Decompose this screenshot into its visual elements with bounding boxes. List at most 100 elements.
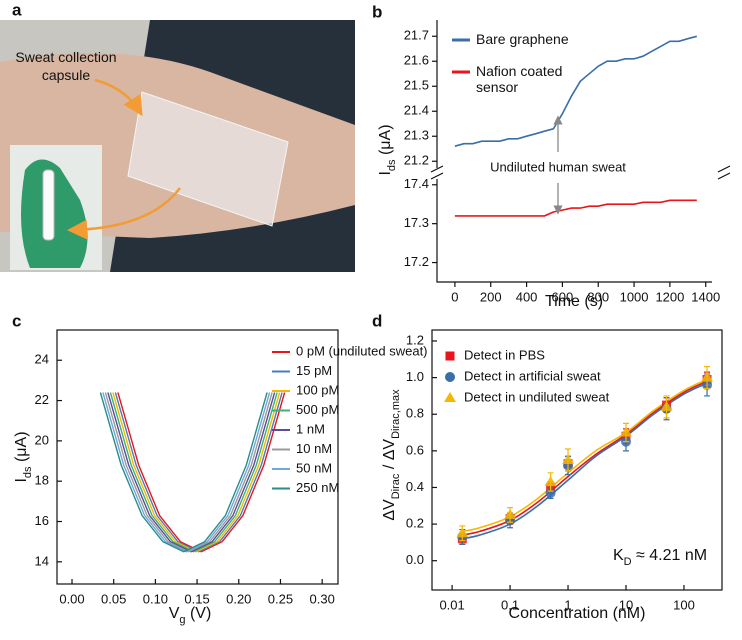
x-tick-label: 10 [619, 597, 633, 612]
y-axis-label-part: ds [22, 466, 34, 478]
x-tick-label: 0.20 [226, 591, 251, 606]
y-tick-label: 17.3 [404, 215, 429, 230]
x-tick-label: 100 [673, 597, 695, 612]
legend-label: 500 pM [296, 402, 339, 417]
annotation-part: K [613, 547, 624, 564]
y-tick-label: 20 [35, 432, 49, 447]
y-tick-label: 21.4 [404, 103, 429, 118]
legend-swatch [444, 392, 456, 402]
y-tick-label: 0.8 [406, 406, 424, 421]
y-axis-label-part: (μA) [377, 124, 394, 159]
y-tick-label: 24 [35, 352, 49, 367]
axis-break [430, 165, 731, 180]
x-tick-label: 600 [552, 289, 574, 304]
y-axis-label-part: / ΔV [381, 439, 398, 474]
y-tick-label: 21.7 [404, 28, 429, 43]
y-tick-label: 21.2 [404, 153, 429, 168]
x-axis-label-part: V [169, 605, 180, 622]
y-tick-label: 0.4 [406, 479, 424, 494]
legend-label: 50 nM [296, 460, 332, 475]
data-line [104, 392, 273, 553]
data-line [454, 35, 698, 147]
y-tick-label: 0.6 [406, 442, 424, 457]
legend-swatch [445, 372, 455, 382]
x-tick-label: 0.25 [268, 591, 293, 606]
photo-annotation: Sweat collection capsule [15, 49, 117, 83]
x-tick-label: 0.05 [101, 591, 126, 606]
data-line [109, 392, 278, 553]
x-axis-label-part: g [179, 614, 185, 626]
legend-label: 15 pM [296, 363, 332, 378]
y-tick-label: 16 [35, 513, 49, 528]
y-tick-label: 18 [35, 473, 49, 488]
data-line [454, 199, 697, 217]
y-tick-label: 1.0 [406, 369, 424, 384]
x-axis-label: Vg (V) [169, 605, 212, 626]
y-axis-label-part: ds [386, 159, 398, 171]
y-tick-label: 17.2 [404, 254, 429, 269]
x-tick-label: 0.10 [143, 591, 168, 606]
photo [0, 20, 355, 272]
legend-label: Detect in PBS [464, 347, 545, 362]
y-axis-label-part: (μA) [13, 431, 30, 466]
y-axis-label-part: I [13, 478, 30, 482]
data-point [660, 400, 673, 411]
legend-label: 10 nM [296, 441, 332, 456]
photo-annotation-box: Sweat collection capsule [15, 49, 117, 83]
y-axis-label: ΔVDirac / ΔVDirac,max [381, 389, 402, 521]
y-tick-label: 17.4 [404, 176, 429, 191]
x-tick-label: 200 [480, 289, 502, 304]
x-tick-label: 0 [451, 289, 458, 304]
fit-line [462, 378, 708, 533]
y-tick-label: 21.6 [404, 53, 429, 68]
legend-label: 100 pM [296, 382, 339, 397]
panel-label: d [372, 311, 382, 330]
data-point [701, 371, 714, 382]
annotation-part: D [624, 556, 632, 568]
axis-line [436, 20, 712, 283]
y-axis-label: Ids (μA) [377, 124, 398, 175]
data-point [544, 475, 557, 486]
legend-label: Bare graphene [476, 31, 569, 47]
x-tick-label: 1200 [655, 289, 684, 304]
plot-frame [431, 329, 723, 591]
legend-swatch [445, 351, 455, 361]
annotation: Undiluted human sweat [490, 159, 626, 174]
y-axis-label: Ids (μA) [13, 431, 34, 482]
x-tick-label: 400 [516, 289, 538, 304]
x-tick-label: 0.1 [501, 597, 519, 612]
x-tick-label: 0.30 [310, 591, 335, 606]
panel-label: a [12, 0, 22, 19]
data-line [114, 392, 283, 553]
legend-label: Nafion coated sensor [476, 63, 563, 95]
x-tick-label: 0.00 [59, 591, 84, 606]
y-tick-label: 1.2 [406, 332, 424, 347]
x-tick-label: 1 [564, 597, 571, 612]
x-tick-label: 1000 [620, 289, 649, 304]
legend-label: 0 pM (undiluted sweat) [296, 343, 428, 358]
data-line [117, 392, 286, 553]
legend-label: Detect in undiluted sweat [464, 389, 610, 404]
y-axis-label-part: Dirac [390, 473, 402, 499]
x-tick-label: 0.15 [184, 591, 209, 606]
panel-label: c [12, 311, 21, 330]
y-axis-label-part: ΔV [381, 499, 398, 521]
data-line [107, 392, 276, 553]
x-axis-label: Time (s) [545, 293, 603, 310]
data-line [99, 392, 268, 553]
y-tick-label: 14 [35, 553, 49, 568]
data-point [545, 487, 556, 498]
data-line [112, 392, 281, 553]
data-point [620, 426, 633, 437]
x-axis-label-part: (V) [186, 605, 212, 622]
y-tick-label: 0.0 [406, 552, 424, 567]
annotation-part: ≈ 4.21 nM [632, 547, 707, 564]
legend-label-box: Nafion coated sensor [476, 63, 563, 95]
data-point [504, 508, 517, 519]
y-tick-label: 0.2 [406, 516, 424, 531]
y-axis-label-part: I [377, 171, 394, 175]
x-tick-label: 1400 [691, 289, 720, 304]
legend-label: 1 nM [296, 421, 325, 436]
panel-label: b [372, 2, 382, 21]
